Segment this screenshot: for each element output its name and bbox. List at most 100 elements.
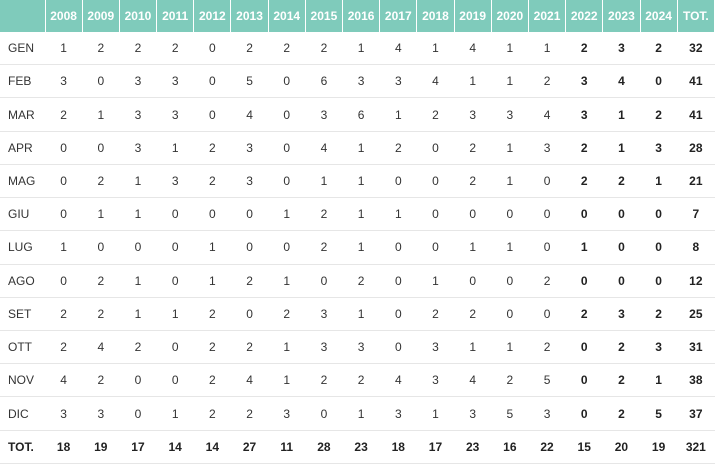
cell: 14: [193, 430, 231, 464]
cell: 0: [640, 197, 678, 232]
column-header: 2010: [119, 0, 158, 32]
cell: 5: [640, 396, 678, 431]
column-header: 2018: [416, 0, 455, 32]
table-row: DIC 3 3 0 1 2 2 3 0 1 3 1 3 5 3 0 2 5 37: [0, 396, 715, 431]
cell: 21: [677, 164, 715, 199]
cell: 0: [416, 164, 455, 199]
row-header: MAR: [0, 97, 45, 132]
cell: 0: [416, 131, 455, 165]
cell: 1: [156, 131, 194, 165]
cell: 2: [640, 97, 678, 132]
cell: 1: [416, 264, 455, 298]
cell: 0: [268, 97, 306, 132]
column-header: 2021: [528, 0, 567, 32]
cell: 0: [45, 197, 83, 232]
cell: 2: [268, 32, 306, 66]
cell: 3: [119, 64, 157, 99]
cell: 1: [82, 97, 120, 132]
cell: 31: [677, 330, 715, 365]
cell: 4: [45, 363, 83, 398]
cell: 0: [45, 264, 83, 298]
cell: 2: [305, 363, 343, 398]
cell: 2: [193, 131, 231, 165]
table-row: SET 2 2 1 1 2 0 2 3 1 0 2 2 0 0 2 3 2 25: [0, 297, 715, 331]
column-header: 2013: [230, 0, 269, 32]
cell: 2: [602, 396, 640, 431]
cell: 2: [640, 297, 678, 331]
cell: 3: [640, 131, 678, 165]
cell: 2: [268, 297, 306, 331]
cell: 0: [379, 297, 417, 331]
cell: 0: [454, 197, 492, 232]
cell: 1: [491, 131, 529, 165]
cell: 1: [416, 396, 455, 431]
cell: 0: [528, 164, 566, 199]
row-header: GIU: [0, 197, 45, 232]
cell: 1: [491, 164, 529, 199]
row-header: OTT: [0, 330, 45, 365]
cell: 321: [677, 430, 715, 464]
cell: 3: [82, 396, 120, 431]
cell: 19: [640, 430, 678, 464]
column-header: 2009: [82, 0, 120, 32]
cell: 2: [528, 264, 566, 298]
cell: 0: [268, 131, 306, 165]
row-header: MAG: [0, 164, 45, 199]
cell: 0: [82, 230, 120, 265]
cell: 3: [491, 97, 529, 132]
cell: 18: [379, 430, 417, 464]
cell: 0: [379, 264, 417, 298]
cell: 1: [342, 297, 380, 331]
cell: 23: [454, 430, 492, 464]
table-row: GIU 0 1 1 0 0 0 1 2 1 1 0 0 0 0 0 0 0 7: [0, 197, 715, 232]
cell: 5: [230, 64, 269, 99]
cell: 3: [528, 396, 566, 431]
cell: 1: [45, 230, 83, 265]
cell: 3: [342, 64, 380, 99]
cell: 1: [491, 32, 529, 66]
cell: 0: [45, 164, 83, 199]
cell: 2: [82, 363, 120, 398]
column-header: 2020: [491, 0, 529, 32]
header-row: 2008 2009 2010 2011 2012 2013 2014 2015 2016 2017…: [0, 0, 715, 32]
cell: 1: [379, 197, 417, 232]
cell: 1: [45, 32, 83, 66]
cell: 2: [82, 32, 120, 66]
cell: 18: [45, 430, 83, 464]
cell: 1: [342, 230, 380, 265]
cell: 1: [640, 363, 678, 398]
cell: 3: [602, 297, 640, 331]
cell: 8: [677, 230, 715, 265]
cell: 2: [82, 264, 120, 298]
cell: 0: [640, 264, 678, 298]
cell: 41: [677, 64, 715, 99]
cell: 16: [491, 430, 529, 464]
cell: 0: [230, 197, 269, 232]
cell: 0: [528, 230, 566, 265]
cell: 2: [342, 363, 380, 398]
table-row: MAG 0 2 1 3 2 3 0 1 1 0 0 2 1 0 2 2 1 21: [0, 164, 715, 199]
cell: 1: [268, 363, 306, 398]
column-header: 2014: [268, 0, 306, 32]
cell: 5: [491, 396, 529, 431]
cell: 0: [156, 230, 194, 265]
cell: 0: [602, 197, 640, 232]
cell: 2: [454, 164, 492, 199]
cell: 0: [565, 264, 603, 298]
column-header: 2015: [305, 0, 344, 32]
cell: 17: [416, 430, 455, 464]
cell: 2: [45, 330, 83, 365]
row-header: GEN: [0, 32, 45, 66]
row-header: AGO: [0, 264, 45, 298]
column-header: 2019: [454, 0, 492, 32]
cell: 2: [119, 330, 157, 365]
cell: 4: [305, 131, 343, 165]
cell: 1: [268, 197, 306, 232]
cell: 3: [379, 64, 417, 99]
cell: 1: [528, 32, 566, 66]
cell: 3: [156, 97, 194, 132]
cell: 0: [119, 396, 157, 431]
cell: 0: [193, 97, 231, 132]
cell: 37: [677, 396, 715, 431]
